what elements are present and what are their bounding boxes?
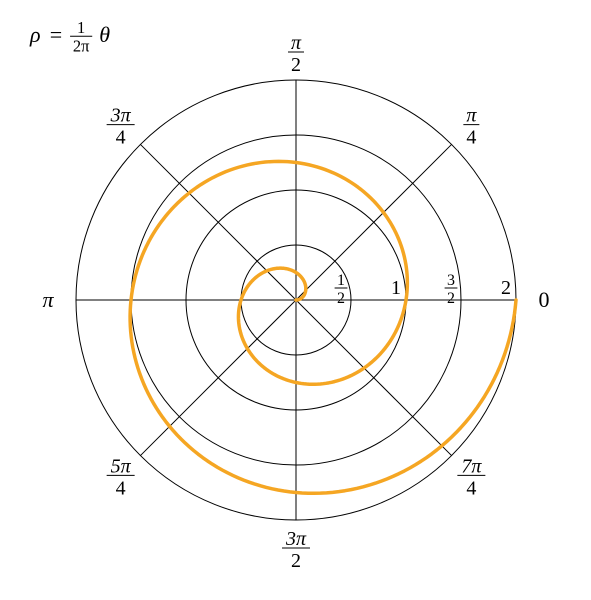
svg-text:3: 3 xyxy=(447,272,455,289)
svg-text:4: 4 xyxy=(116,477,126,499)
svg-text:1: 1 xyxy=(337,272,345,289)
svg-text:=: = xyxy=(50,22,62,47)
svg-text:π: π xyxy=(291,32,302,54)
svg-text:2: 2 xyxy=(291,54,301,76)
svg-text:2π: 2π xyxy=(73,37,90,56)
svg-text:4: 4 xyxy=(466,127,476,149)
svg-text:3π: 3π xyxy=(285,528,307,550)
polar-spiral-chart: 1213220π4π23π4π5π43π27π4ρ=12πθ xyxy=(0,0,591,600)
svg-text:ρ: ρ xyxy=(29,22,41,47)
angular-tick-label: 0 xyxy=(539,287,550,312)
svg-text:4: 4 xyxy=(466,477,476,499)
radial-tick-label: 1 xyxy=(391,277,401,299)
radial-tick-label: 2 xyxy=(501,277,511,299)
svg-text:2: 2 xyxy=(447,290,455,307)
svg-text:2: 2 xyxy=(337,290,345,307)
svg-text:5π: 5π xyxy=(111,455,132,477)
angular-tick-label: π xyxy=(42,287,54,312)
svg-text:3π: 3π xyxy=(110,105,132,127)
svg-text:4: 4 xyxy=(116,127,126,149)
svg-text:θ: θ xyxy=(99,22,110,47)
svg-text:1: 1 xyxy=(77,18,85,37)
svg-text:2: 2 xyxy=(291,550,301,572)
svg-text:π: π xyxy=(466,105,477,127)
svg-text:7π: 7π xyxy=(461,455,482,477)
